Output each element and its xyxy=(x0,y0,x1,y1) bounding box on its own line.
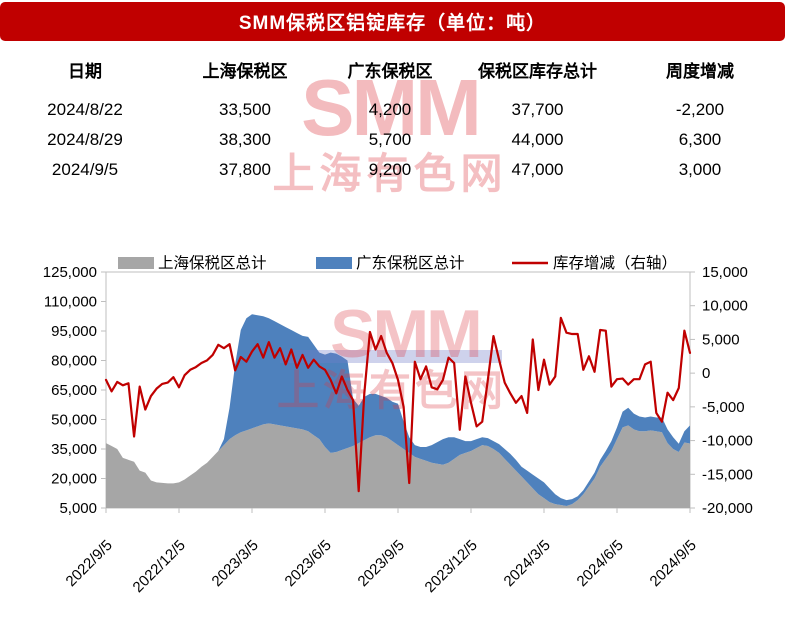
legend-swatch-guangdong xyxy=(316,257,352,269)
table-cell: 2024/9/5 xyxy=(51,160,119,179)
table-cell: 9,200 xyxy=(368,160,412,179)
table-row: 2024/9/5 37,800 9,200 47,000 3,000 xyxy=(0,155,785,185)
table-cell: 37,800 xyxy=(219,160,271,179)
table-cell: 37,700 xyxy=(511,100,564,119)
table-cell: 47,000 xyxy=(511,160,564,179)
left-axis-label: 50,000 xyxy=(51,412,97,429)
legend-label-guangdong: 广东保税区总计 xyxy=(356,254,465,272)
x-axis-label: 2024/6/5 xyxy=(574,537,627,590)
shanghai-area-series xyxy=(106,423,690,508)
x-axis-label: 2022/12/5 xyxy=(130,537,189,596)
left-axis-label: 65,000 xyxy=(51,382,97,399)
x-axis-label: 2022/9/5 xyxy=(63,537,116,590)
legend-label-shanghai: 上海保税区总计 xyxy=(158,254,267,272)
legend-label-change: 库存增减（右轴） xyxy=(553,254,677,272)
table-cell: 4,200 xyxy=(368,100,412,119)
table-header-row: 日期 上海保税区 广东保税区 保税区库存总计 周度增减 xyxy=(0,54,785,84)
x-axis-label: 2024/9/5 xyxy=(647,537,700,590)
x-axis-label: 2023/6/5 xyxy=(282,537,335,590)
right-axis-label: -5,000 xyxy=(702,399,745,416)
table-body: 2024/8/22 33,500 4,200 37,700 -2,200 2024/8/2… xyxy=(0,95,785,185)
col-header-shanghai: 上海保税区 xyxy=(202,61,288,81)
title-banner: SMM保税区铝锭库存（单位：吨） xyxy=(0,2,785,41)
left-axis-label: 125,000 xyxy=(43,264,97,281)
inventory-chart-area: SMM 上海有色网 125,000 110,000 95,000 80,000 65,000… xyxy=(0,245,785,631)
table-row: 2024/8/29 38,300 5,700 44,000 6,300 xyxy=(0,125,785,155)
smm-logo-watermark: SMM xyxy=(330,296,480,372)
right-axis-label: 5,000 xyxy=(702,331,740,348)
col-header-date: 日期 xyxy=(68,61,102,81)
page-title: SMM保税区铝锭库存（单位：吨） xyxy=(238,13,547,34)
left-axis-label: 95,000 xyxy=(51,323,97,340)
site-name-watermark: 上海有色网 xyxy=(277,367,507,414)
col-header-guangdong: 广东保税区 xyxy=(347,61,433,81)
watermark-band xyxy=(280,350,502,363)
left-axis-label: 35,000 xyxy=(51,441,97,458)
guangdong-area-series xyxy=(106,314,690,507)
x-axis-label: 2023/9/5 xyxy=(355,537,408,590)
table-cell: 33,500 xyxy=(219,100,271,119)
table-cell: 6,300 xyxy=(678,130,722,149)
col-header-total: 保税区库存总计 xyxy=(478,61,597,81)
table-cell: 2024/8/29 xyxy=(47,130,123,149)
col-header-change: 周度增减 xyxy=(666,61,734,81)
right-axis-label: 0 xyxy=(702,365,710,382)
table-cell: -2,200 xyxy=(675,100,725,119)
change-line-series xyxy=(104,316,692,493)
right-axis-label: -20,000 xyxy=(702,500,753,517)
left-axis-label: 110,000 xyxy=(44,294,97,311)
inventory-table: 日期 上海保税区 广东保税区 保税区库存总计 周度增减 2024/8/22 33,… xyxy=(0,54,785,185)
table-cell: 44,000 xyxy=(511,130,564,149)
x-axis-label: 2023/12/5 xyxy=(422,537,481,596)
right-axis-label: 10,000 xyxy=(702,298,748,315)
legend-swatch-shanghai xyxy=(118,257,154,269)
table-cell: 2024/8/22 xyxy=(47,100,123,119)
right-axis-label: -15,000 xyxy=(702,466,753,483)
left-axis-label: 5,000 xyxy=(59,500,97,517)
right-axis-label: 15,000 xyxy=(702,264,748,281)
table-cell: 5,700 xyxy=(368,130,412,149)
x-axis-label: 2023/3/5 xyxy=(209,537,262,590)
table-row: 2024/8/22 33,500 4,200 37,700 -2,200 xyxy=(0,95,785,125)
left-axis-label: 80,000 xyxy=(51,353,97,370)
right-axis-label: -10,000 xyxy=(702,433,753,450)
left-axis-label: 20,000 xyxy=(51,471,97,488)
table-cell: 38,300 xyxy=(219,130,271,149)
table-cell: 3,000 xyxy=(678,160,722,179)
x-axis-label: 2024/3/5 xyxy=(501,537,554,590)
